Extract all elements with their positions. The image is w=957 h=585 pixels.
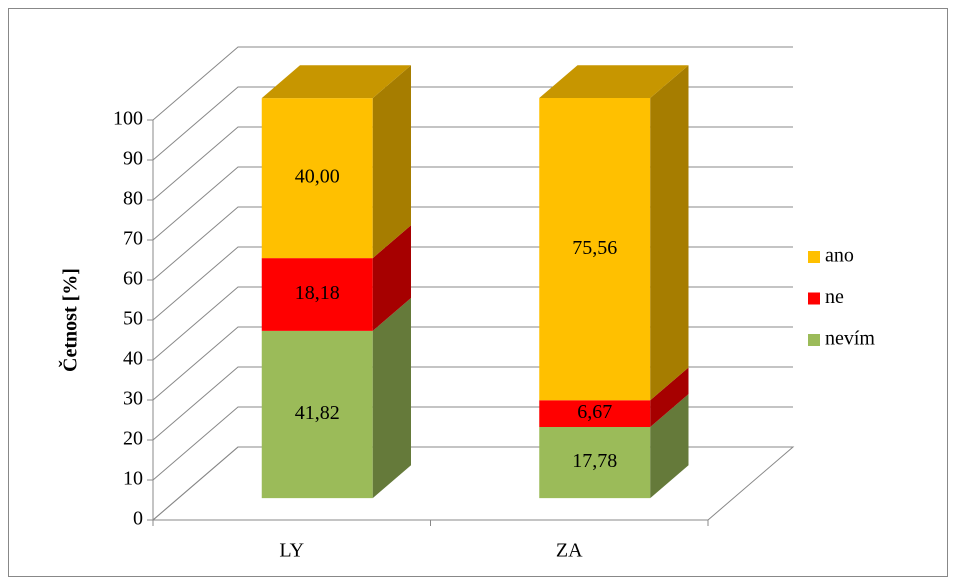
y-tick-label: 10 xyxy=(123,468,143,490)
legend-swatch xyxy=(808,334,820,346)
bar xyxy=(539,400,651,427)
legend-swatch xyxy=(808,251,820,263)
y-axis-label: Četnost [%] xyxy=(58,268,82,372)
y-tick-label: 100 xyxy=(113,108,143,130)
bar-side xyxy=(372,297,411,499)
bar xyxy=(539,98,651,401)
x-tick-label: LY xyxy=(279,540,304,562)
bar-side xyxy=(650,367,689,427)
legend-label: ne xyxy=(825,286,844,308)
data-label: 6,67 xyxy=(577,401,612,423)
y-tick-label: 70 xyxy=(123,228,143,250)
y-tick-label: 80 xyxy=(123,188,143,210)
bar-side xyxy=(372,225,411,331)
bar xyxy=(261,330,373,499)
bar-top xyxy=(539,65,689,99)
legend-swatch xyxy=(808,292,820,305)
bar-side xyxy=(372,65,411,259)
data-label: 75,56 xyxy=(572,237,617,259)
y-tick-label: 50 xyxy=(123,308,143,330)
grid-line xyxy=(152,46,793,121)
legend-label: ano xyxy=(825,245,854,267)
bar-top xyxy=(261,65,411,99)
y-tick-label: 0 xyxy=(133,508,143,530)
x-tick-label: ZA xyxy=(556,540,583,562)
data-label: 18,18 xyxy=(295,282,340,304)
data-label: 41,82 xyxy=(295,402,340,424)
y-tick-label: 30 xyxy=(123,388,143,410)
bar-side xyxy=(650,65,689,401)
bar xyxy=(539,426,651,499)
bar xyxy=(261,258,373,331)
data-label: 40,00 xyxy=(295,166,340,188)
bar-side xyxy=(650,394,689,499)
y-tick-label: 90 xyxy=(123,148,143,170)
y-tick-label: 20 xyxy=(123,428,143,450)
legend-label: nevím xyxy=(825,328,875,350)
bar xyxy=(261,98,373,259)
chart-border xyxy=(8,8,948,577)
data-label: 17,78 xyxy=(572,450,617,472)
y-tick-label: 60 xyxy=(123,268,143,290)
y-tick-label: 40 xyxy=(123,348,143,370)
